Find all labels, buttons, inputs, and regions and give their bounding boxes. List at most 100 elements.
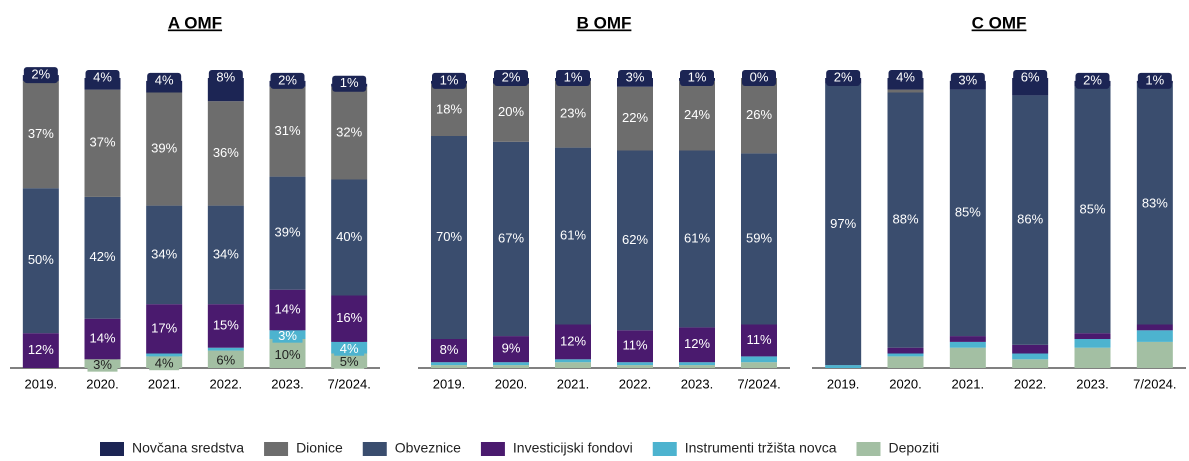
data-label: 10% (274, 347, 300, 362)
bar-segment (617, 362, 653, 366)
data-label: 83% (1142, 196, 1168, 211)
bar-segment (207, 347, 244, 351)
bar-segment (617, 86, 653, 151)
label-box (618, 70, 652, 86)
data-label: 86% (1017, 212, 1043, 227)
label-box (742, 70, 776, 86)
bar-segment (555, 359, 591, 363)
data-label: 1% (564, 69, 583, 84)
data-label: 20% (498, 104, 524, 119)
data-label: 36% (213, 145, 239, 160)
label-box (826, 70, 861, 86)
bar-segment (1012, 344, 1049, 354)
bar-segment (1012, 95, 1049, 345)
bar-segment (555, 324, 591, 360)
data-label: 15% (213, 317, 239, 332)
data-label: 22% (622, 110, 648, 125)
data-label: 4% (155, 72, 174, 87)
data-label: 1% (688, 69, 707, 84)
bar-segment (949, 89, 986, 337)
bar-segment (269, 86, 306, 177)
bar-segment (741, 362, 777, 368)
data-label: 2% (834, 69, 853, 84)
bar-segment (1074, 347, 1111, 368)
data-label: 34% (151, 246, 177, 261)
data-label: 17% (151, 320, 177, 335)
label-box (334, 339, 365, 356)
data-label: 8% (440, 342, 459, 357)
data-label: 3% (278, 328, 297, 343)
data-label: 67% (498, 230, 524, 245)
data-label: 97% (830, 216, 856, 231)
data-label: 12% (28, 342, 54, 357)
data-label: 34% (213, 246, 239, 261)
bar-segment (146, 205, 183, 305)
legend-swatch (856, 442, 881, 456)
data-label: 4% (340, 341, 359, 356)
bar-segment (1074, 333, 1111, 339)
data-label: 26% (746, 107, 772, 122)
bar-segment (741, 356, 777, 363)
bar-segment (431, 365, 467, 368)
x-tick-label: 2022. (619, 376, 652, 391)
bar-segment (679, 327, 715, 363)
x-tick-label: 2020. (495, 376, 528, 391)
data-label: 2% (1083, 72, 1102, 87)
data-label: 50% (28, 252, 54, 267)
bar-segment (741, 324, 777, 357)
bar-segment (887, 92, 924, 348)
legend-label: Instrumenti tržišta novca (685, 440, 837, 456)
x-tick-label: 2019. (25, 376, 58, 391)
bar-segment (555, 362, 591, 368)
bar-segment (949, 336, 986, 342)
data-label: 11% (622, 338, 647, 353)
bar-segment (1136, 324, 1173, 331)
legend-label: Obveznice (395, 440, 461, 456)
bar-segment (679, 80, 715, 151)
label-box (270, 72, 305, 89)
x-tick-label: 2021. (148, 376, 181, 391)
x-tick-label: 2022. (210, 376, 243, 391)
bar-segment (493, 365, 529, 368)
label-box (556, 70, 590, 86)
x-tick-label: 2020. (889, 376, 922, 391)
label-box (950, 72, 985, 89)
data-label: 59% (746, 230, 772, 245)
label-box (87, 355, 118, 372)
x-tick-label: 2023. (681, 376, 714, 391)
label-box (272, 326, 303, 343)
data-label: 1% (440, 72, 459, 87)
label-box (1075, 72, 1110, 89)
label-box (494, 70, 528, 86)
chart-title: B OMF (577, 13, 632, 32)
data-label: 12% (560, 333, 586, 348)
legend-swatch (362, 442, 387, 456)
bar-segment (679, 365, 715, 368)
data-label: 18% (436, 101, 462, 116)
data-label: 42% (89, 249, 115, 264)
data-label: 5% (340, 354, 359, 369)
data-label: 32% (336, 125, 362, 140)
bar-segment (825, 83, 862, 366)
bar-segment (269, 176, 306, 290)
bar-segment (146, 92, 183, 206)
bar-segment (431, 362, 467, 366)
data-label: 4% (896, 69, 915, 84)
x-tick-label: 2021. (952, 376, 985, 391)
data-label: 12% (684, 336, 710, 351)
bar-segment (887, 356, 924, 368)
x-tick-label: 7/2024. (327, 376, 370, 391)
label-box (334, 352, 365, 369)
bar-segment (22, 80, 59, 189)
bar-segment (555, 80, 591, 148)
data-label: 39% (151, 140, 177, 155)
data-label: 85% (955, 204, 981, 219)
bar-segment (617, 330, 653, 363)
x-tick-label: 2023. (1076, 376, 1109, 391)
data-label: 6% (216, 353, 235, 368)
bar-segment (331, 86, 368, 180)
bar-segment (1012, 353, 1049, 360)
bar-segment (331, 179, 368, 296)
label-box (680, 70, 714, 86)
data-label: 85% (1079, 201, 1105, 216)
